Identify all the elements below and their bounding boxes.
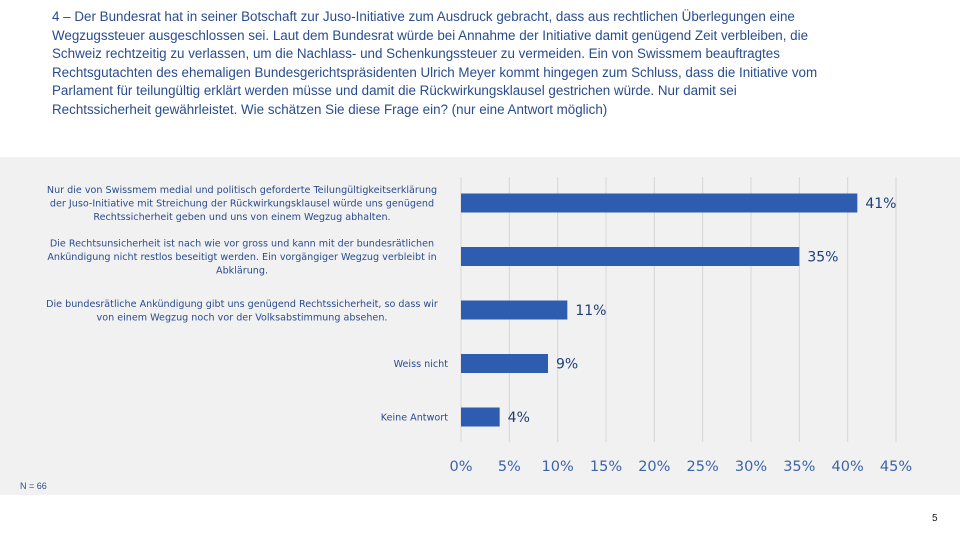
chart-panel: Nur die von Swissmem medial und politisc… xyxy=(0,157,960,495)
category-label-line: Ankündigung nicht restlos beseitigt werd… xyxy=(47,252,436,263)
bar-chart: Nur die von Swissmem medial und politisc… xyxy=(46,177,912,475)
data-label: 4% xyxy=(508,410,530,426)
data-label: 41% xyxy=(865,196,896,212)
category-label-line: der Juso-Initiative mit Streichung der R… xyxy=(50,199,434,210)
category-label: Die bundesrätliche Ankündigung gibt uns … xyxy=(46,299,438,324)
data-labels: 41% 35% 11% 9% 4% xyxy=(508,196,897,426)
grid-lines xyxy=(460,177,897,442)
x-tick-label: 10% xyxy=(542,459,574,475)
bar xyxy=(461,193,858,213)
x-tick-label: 25% xyxy=(687,459,719,475)
category-labels: Nur die von Swissmem medial und politisc… xyxy=(46,185,448,424)
x-axis-tick-labels: 0% 5% 10% 15% 20% 25% 30% 35% 40% 45% xyxy=(449,459,912,475)
bars xyxy=(461,193,858,427)
x-tick-label: 5% xyxy=(498,459,521,475)
x-tick-label: 0% xyxy=(449,459,472,475)
x-tick-label: 30% xyxy=(735,459,767,475)
bar xyxy=(461,407,500,427)
category-label: Weiss nicht xyxy=(394,359,449,370)
data-label: 11% xyxy=(575,303,606,319)
category-label-line: Die bundesrätliche Ankündigung gibt uns … xyxy=(46,299,438,310)
category-label: Keine Antwort xyxy=(381,413,448,424)
category-label-line: Weiss nicht xyxy=(394,359,449,370)
category-label-line: Nur die von Swissmem medial und politisc… xyxy=(47,185,437,196)
data-label: 9% xyxy=(556,357,578,373)
x-tick-label: 15% xyxy=(590,459,622,475)
x-tick-label: 35% xyxy=(783,459,815,475)
category-label-line: Abklärung. xyxy=(216,266,268,277)
page-number: 5 xyxy=(932,513,938,524)
x-tick-label: 40% xyxy=(832,459,864,475)
category-label: Die Rechtsunsicherheit ist nach wie vor … xyxy=(47,239,436,277)
category-label-line: Rechtssicherheit geben und uns von einem… xyxy=(93,212,390,223)
x-tick-label: 45% xyxy=(880,459,912,475)
category-label: Nur die von Swissmem medial und politisc… xyxy=(47,185,437,223)
sample-size-note: N = 66 xyxy=(20,481,47,491)
question-text: 4 – Der Bundesrat hat in seiner Botschaf… xyxy=(52,9,818,117)
category-label-line: Keine Antwort xyxy=(381,413,448,424)
data-label: 35% xyxy=(807,250,838,266)
x-tick-label: 20% xyxy=(638,459,670,475)
bar xyxy=(461,300,568,320)
category-label-line: Die Rechtsunsicherheit ist nach wie vor … xyxy=(50,239,434,250)
bar xyxy=(461,247,800,266)
bar xyxy=(461,354,548,373)
category-label-line: von einem Wegzug noch vor der Volksabsti… xyxy=(97,312,388,323)
